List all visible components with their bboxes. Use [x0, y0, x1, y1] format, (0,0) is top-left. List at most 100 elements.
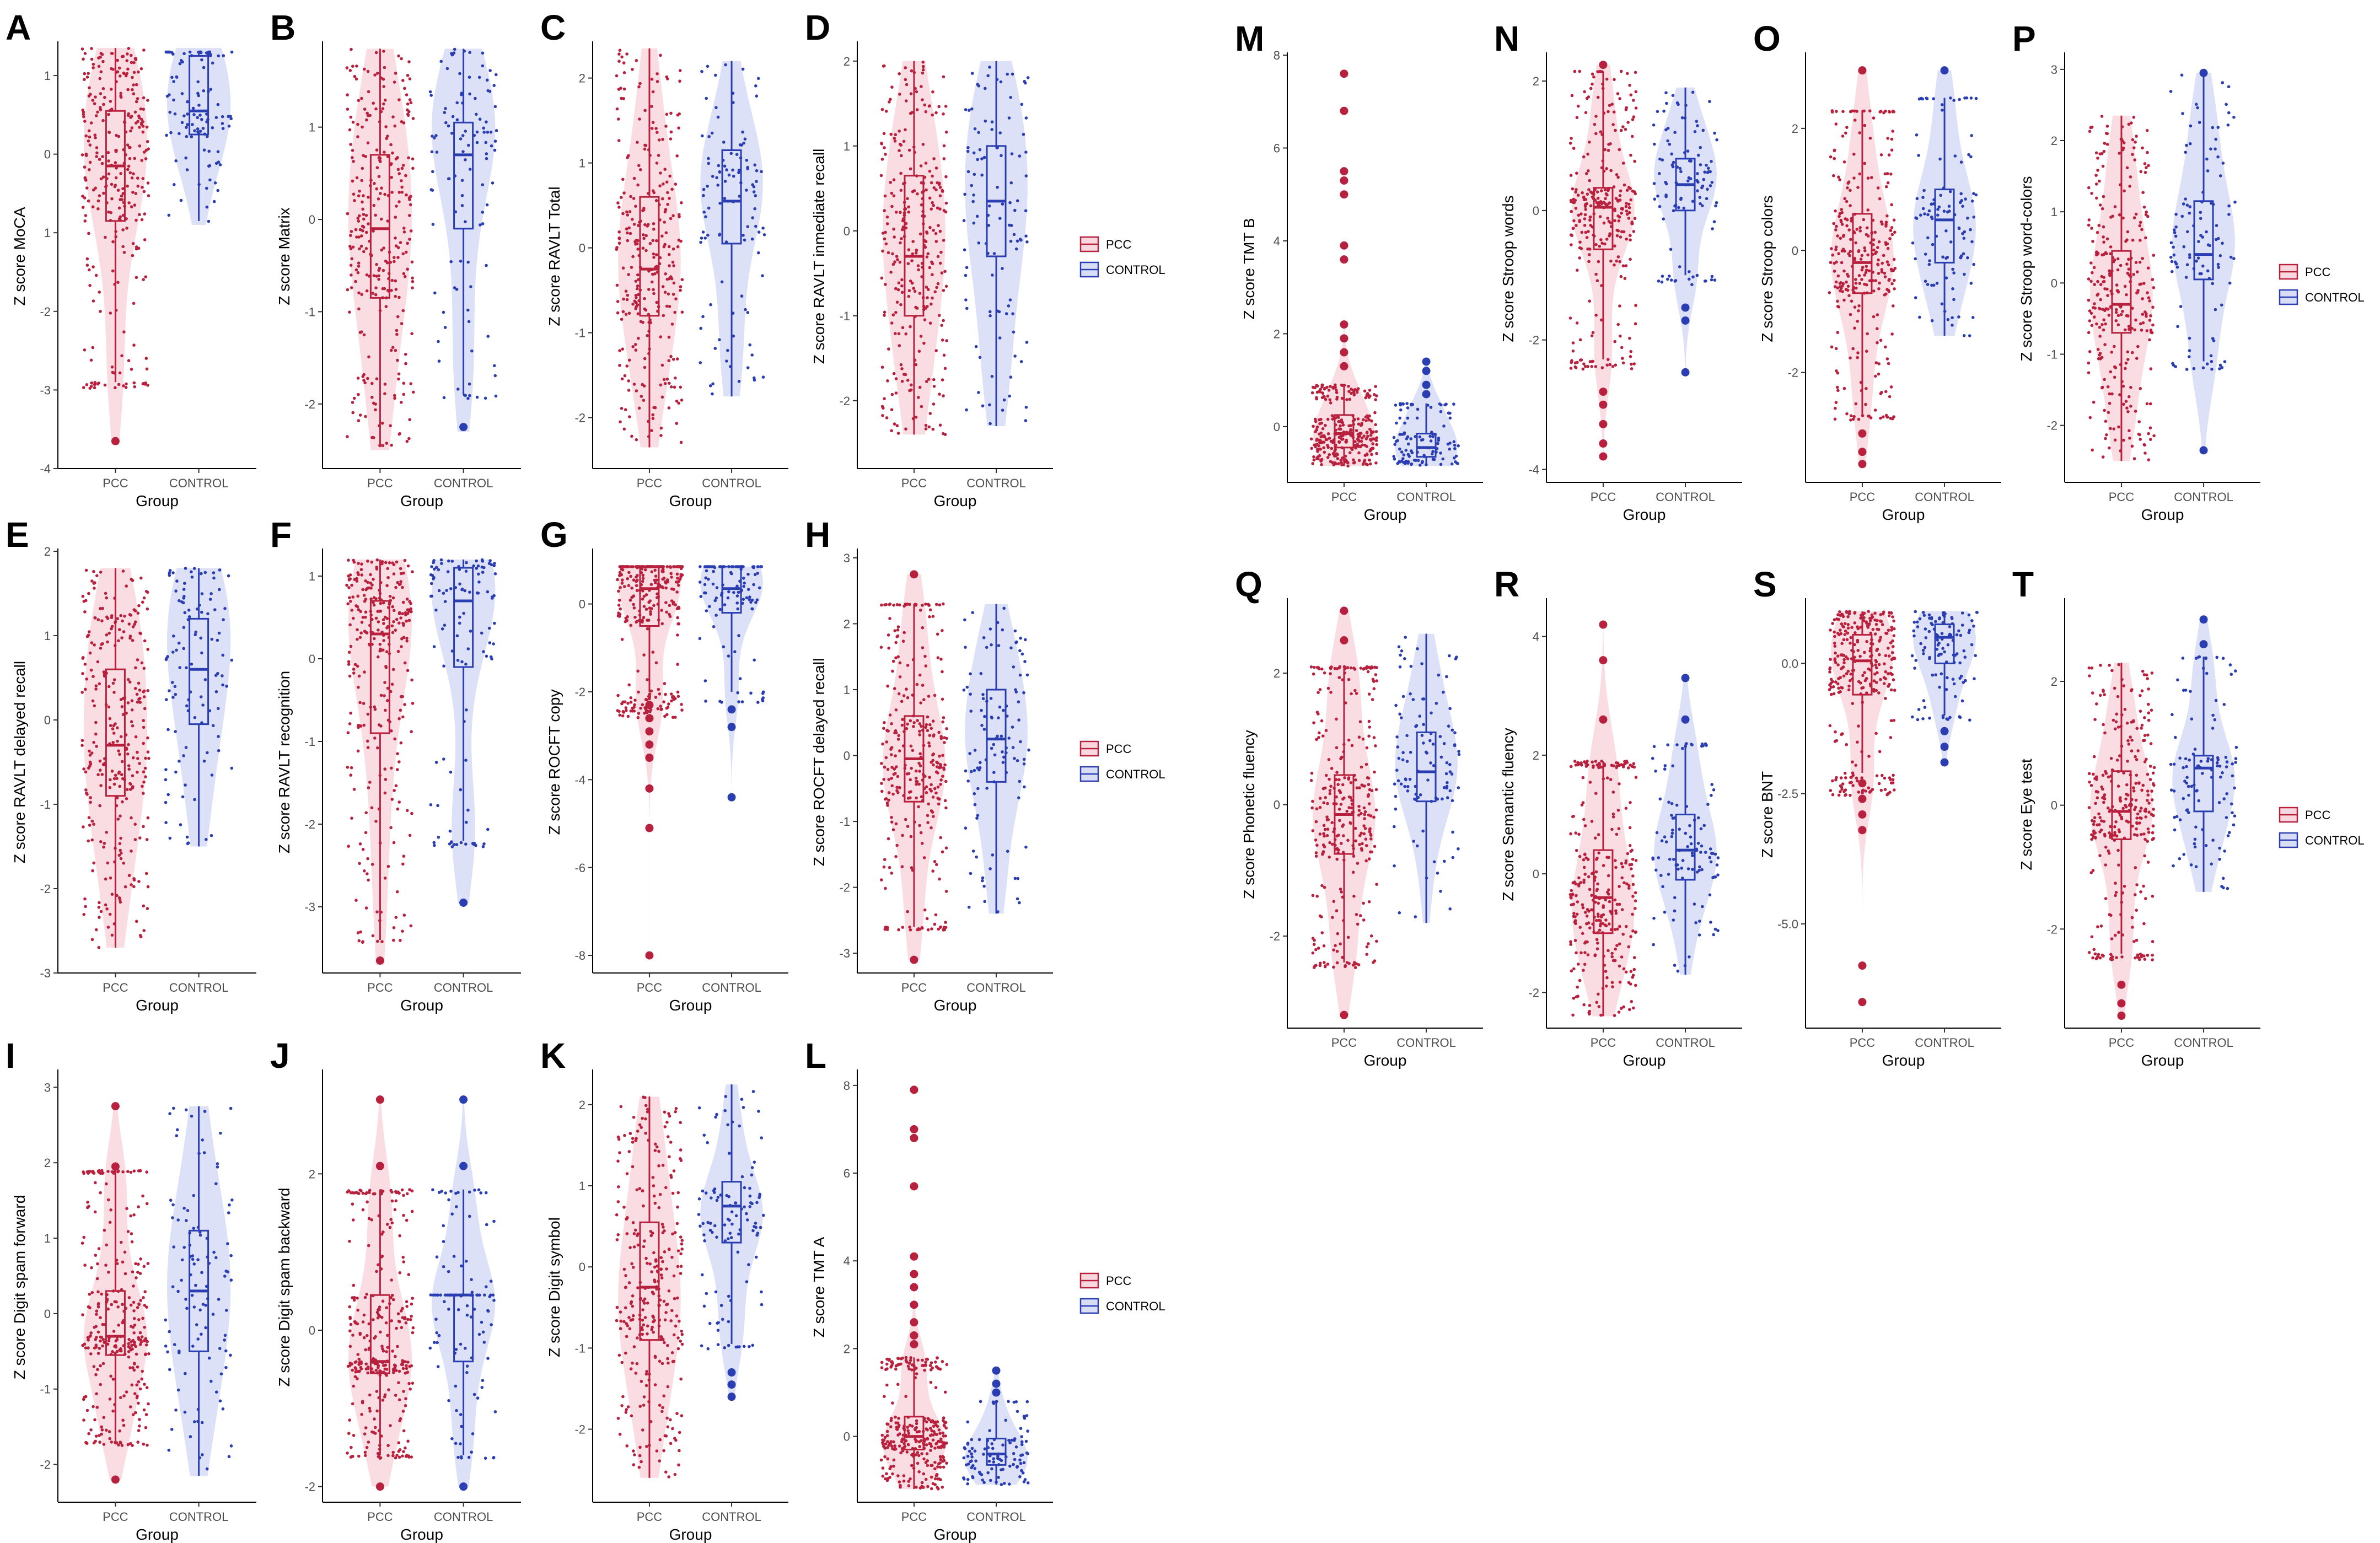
data-point	[942, 602, 945, 606]
data-point	[171, 1285, 175, 1288]
data-point	[182, 1245, 186, 1249]
data-point	[636, 1130, 640, 1133]
data-point	[348, 1329, 352, 1332]
data-point	[82, 825, 85, 829]
data-point	[207, 1356, 211, 1360]
data-point	[883, 858, 887, 861]
data-point	[942, 766, 945, 770]
data-point	[1016, 199, 1019, 203]
data-point	[94, 1181, 97, 1185]
data-point	[180, 121, 184, 125]
data-point	[408, 418, 411, 421]
data-point	[676, 1336, 680, 1340]
data-point	[1011, 725, 1014, 729]
y-axis-title: Z score Digit spam forward	[11, 1195, 28, 1380]
data-point	[382, 268, 385, 272]
data-point	[971, 850, 975, 853]
outlier-point	[645, 714, 654, 723]
data-point	[655, 578, 658, 582]
data-point	[945, 736, 948, 740]
data-point	[912, 725, 915, 728]
data-point	[102, 175, 105, 179]
data-point	[111, 269, 115, 273]
data-point	[662, 1225, 665, 1229]
data-point	[982, 728, 986, 731]
y-tick-label: -3	[40, 966, 51, 980]
data-point	[651, 413, 654, 417]
data-point	[908, 1362, 911, 1365]
data-point	[680, 703, 683, 706]
data-point	[131, 1325, 135, 1329]
data-point	[702, 1233, 706, 1236]
data-point	[928, 787, 932, 791]
data-point	[377, 1313, 380, 1316]
data-point	[481, 571, 485, 574]
data-point	[409, 1318, 412, 1321]
data-point	[176, 1218, 180, 1222]
data-point	[437, 836, 440, 839]
data-point	[891, 262, 895, 266]
data-point	[186, 123, 189, 126]
data-point	[404, 250, 408, 254]
data-point	[887, 347, 890, 351]
data-point	[99, 910, 103, 913]
data-point	[217, 54, 221, 58]
data-point	[977, 391, 980, 394]
data-point	[399, 616, 402, 620]
data-point	[391, 605, 394, 609]
data-point	[405, 439, 409, 443]
data-point	[392, 620, 395, 623]
control-series	[164, 48, 234, 225]
data-point	[363, 107, 367, 111]
data-point	[346, 1190, 349, 1194]
pcc-series	[615, 48, 684, 448]
data-point	[410, 332, 413, 335]
data-point	[83, 72, 87, 76]
data-point	[127, 764, 131, 767]
data-point	[707, 162, 710, 165]
data-point	[374, 107, 378, 111]
data-point	[143, 766, 147, 770]
data-point	[447, 559, 450, 563]
data-point	[392, 563, 396, 567]
data-point	[140, 1335, 144, 1338]
data-point	[119, 900, 122, 904]
data-point	[87, 766, 90, 770]
data-point	[885, 740, 889, 744]
data-point	[361, 207, 364, 211]
outlier-point	[111, 437, 120, 445]
data-point	[761, 692, 765, 695]
data-point	[638, 1454, 642, 1458]
data-point	[357, 261, 361, 265]
data-point	[135, 100, 138, 104]
data-point	[347, 845, 350, 848]
data-point	[112, 782, 116, 786]
data-point	[723, 603, 727, 606]
data-point	[175, 648, 178, 652]
data-point	[485, 1285, 488, 1288]
data-point	[894, 391, 898, 395]
data-point	[358, 247, 361, 251]
data-point	[650, 607, 653, 610]
data-point	[890, 408, 894, 411]
data-point	[137, 880, 141, 883]
data-point	[708, 565, 712, 568]
data-point	[94, 1346, 98, 1349]
data-point	[754, 601, 757, 604]
data-point	[901, 639, 905, 643]
data-point	[96, 1330, 100, 1334]
data-point	[921, 68, 925, 72]
data-point	[672, 1359, 675, 1363]
data-point	[625, 1335, 628, 1338]
data-point	[1026, 76, 1030, 79]
data-point	[385, 1306, 388, 1309]
x-tick-label: CONTROL	[702, 981, 761, 994]
data-point	[485, 157, 488, 160]
data-point	[665, 304, 669, 308]
data-point	[117, 66, 121, 70]
data-point	[128, 171, 132, 175]
y-axis-title: Z score TMT A	[810, 1236, 828, 1337]
data-point	[631, 302, 635, 306]
data-point	[701, 230, 705, 234]
data-point	[101, 1362, 105, 1365]
